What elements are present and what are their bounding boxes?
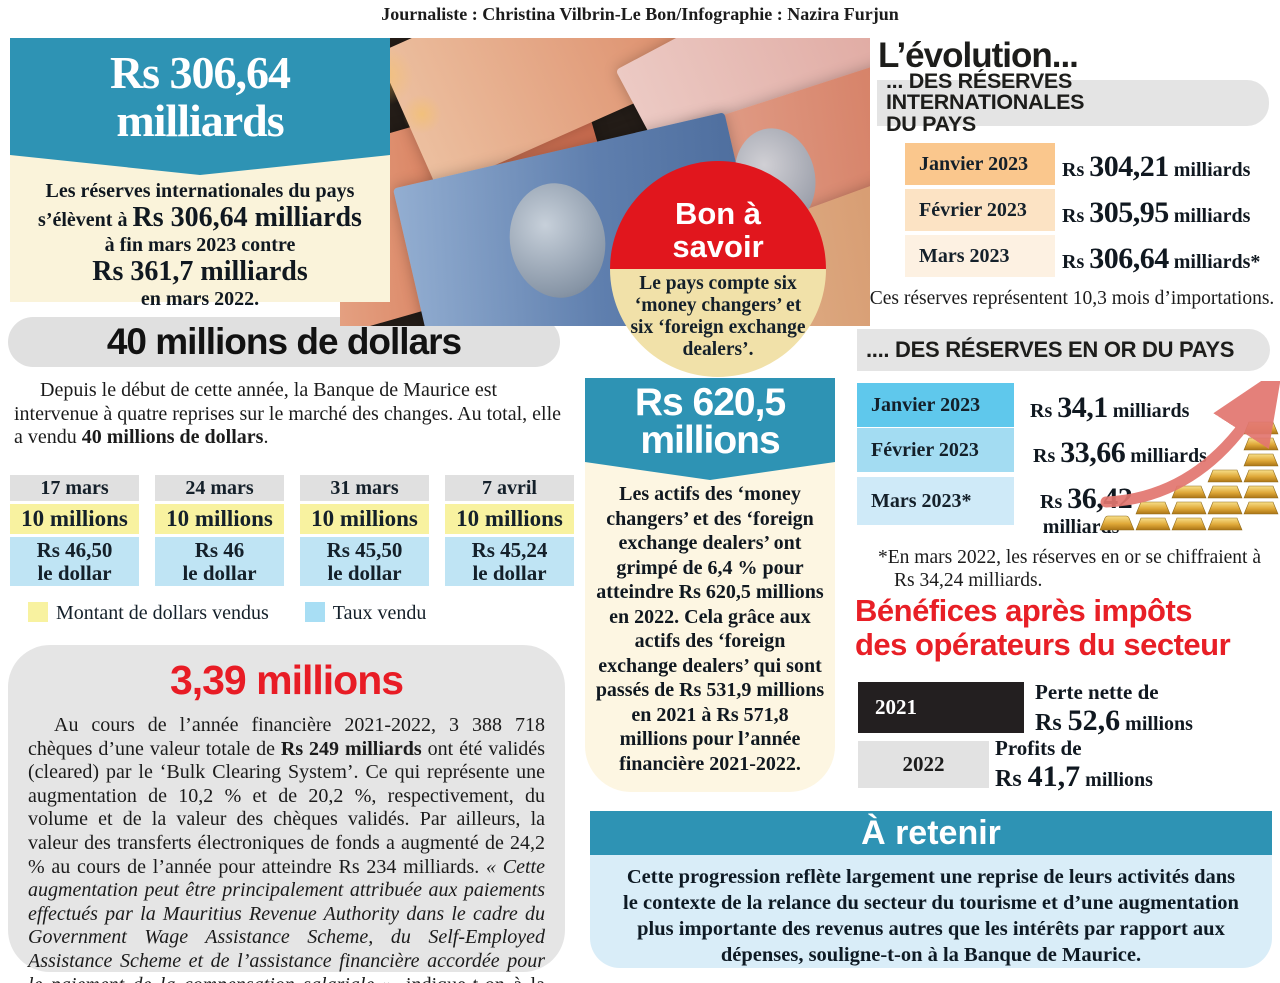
table-rate-cell: Rs 45,24 le dollar [445,537,574,586]
assets-body: Les actifs des ‘money changers’ et des ‘… [595,483,825,775]
table-column: 24 mars 10 millions Rs 46 le dollar [155,475,284,586]
assets-headline: Rs 620,5 millions [585,378,835,462]
gold-footnote: *En mars 2022, les réserves en or se chi… [878,547,1262,591]
intl-reserves-header: ... DES RÉSERVES INTERNATIONALES DU PAYS [877,70,1269,134]
a-retenir-body: Cette progression reflète largement une … [590,855,1272,968]
profits-title: Bénéfices après impôts des opérateurs du … [855,593,1231,662]
table-amount-cell: 10 millions [300,504,429,534]
intl-row-label: Mars 2023 [905,235,1055,277]
gold-row-value: Rs 33,66 milliards [1033,436,1207,469]
reserves-headline-unit: milliards [116,94,284,146]
reserves-text-box: Les réserves internationales du pays s’é… [10,155,390,310]
a-retenir-title: À retenir [590,811,1272,855]
table-column: 7 avril 10 millions Rs 45,24 le dollar [445,475,574,586]
intl-row-value: Rs 304,21 milliards [1062,150,1251,183]
chevron-down-notch [585,462,835,480]
blue-swatch-icon [304,602,325,622]
reserves-text-line: à fin mars 2023 contre [104,234,296,256]
intl-row-label: Février 2023 [905,189,1055,231]
table-date-cell: 17 mars [10,475,139,501]
year-bar-2021: 2021 [858,682,1024,733]
table-amount-cell: 10 millions [445,504,574,534]
table-date-cell: 7 avril [445,475,574,501]
table-column: 31 mars 10 millions Rs 45,50 le dollar [300,475,429,586]
byline: Journaliste : Christina Vilbrin-Le Bon/I… [381,4,899,24]
intl-row-value: Rs 305,95 milliards [1062,196,1251,229]
up-arrow-icon [1100,381,1280,508]
table-date-cell: 31 mars [300,475,429,501]
dollars-paragraph: Depuis le début de cette année, la Banqu… [14,379,562,448]
reserves-text-line: s’élèvent à [38,209,133,231]
bokeh-light [402,94,442,134]
cheques-title: 3,39 millions [169,657,404,703]
legend-item: Taux vendu [304,602,427,625]
table-legend: Montant de dollars vendus Taux vendu [28,602,426,625]
bon-a-savoir-body: Le pays compte six ‘money changers’ et s… [610,269,826,377]
reserves-text-line: en mars 2022. [140,288,260,310]
reserves-text-amount: Rs 306,64 milliards [132,202,362,233]
profit-value-2021: Perte nette de Rs 52,6 millions [1035,680,1193,738]
legend-item: Montant de dollars vendus [28,602,269,625]
gold-reserves-header: .... DES RÉSERVES EN OR DU PAYS [857,329,1270,371]
cheques-paragraph: Au cours de l’année financière 2021-2022… [28,714,545,983]
bon-a-savoir-title: Bon à savoir [610,161,826,269]
cheques-box: 3,39 millions Au cours de l’année financ… [8,645,565,983]
table-column: 17 mars 10 millions Rs 46,50 le dollar [10,475,139,586]
year-bar-2022: 2022 [858,741,989,788]
legend-label: Montant de dollars vendus [56,602,269,624]
yellow-swatch-icon [28,602,48,622]
evolution-title: L’évolution... [878,36,1079,75]
reserves-headline-value: Rs 306,64 [109,46,291,98]
reserves-text-amount: Rs 361,7 milliards [92,256,308,287]
assets-box: Rs 620,5 millions Les actifs des ‘money c… [585,378,835,792]
bon-a-savoir-badge: Bon à savoir Le pays compte six ‘money ch… [610,161,826,377]
table-rate-cell: Rs 46,50 le dollar [10,537,139,586]
gold-row-label: Mars 2023* [857,477,1014,525]
gold-row-value: Rs 34,1 milliards [1030,391,1190,424]
intl-footnote: *Ces réserves représentent 10,3 mois d’i… [860,288,1275,309]
gold-row-label: Janvier 2023 [857,383,1014,427]
gold-bars-icon [1099,381,1280,531]
intl-row-label: Janvier 2023 [905,143,1055,185]
table-amount-cell: 10 millions [155,504,284,534]
gold-row-label: Février 2023 [857,428,1014,472]
table-amount-cell: 10 millions [10,504,139,534]
legend-label: Taux vendu [332,602,427,624]
profit-value-2022: Profits de Rs 41,7 millions [995,736,1153,794]
table-rate-cell: Rs 46 le dollar [155,537,284,586]
reserves-text-line: Les réserves internationales du pays [45,180,355,202]
table-rate-cell: Rs 45,50 le dollar [300,537,429,586]
table-date-cell: 24 mars [155,475,284,501]
chevron-down-notch [10,155,390,175]
intl-row-value: Rs 306,64 milliards* [1062,242,1261,275]
reserves-headline-box: Rs 306,64 milliards [10,38,390,155]
